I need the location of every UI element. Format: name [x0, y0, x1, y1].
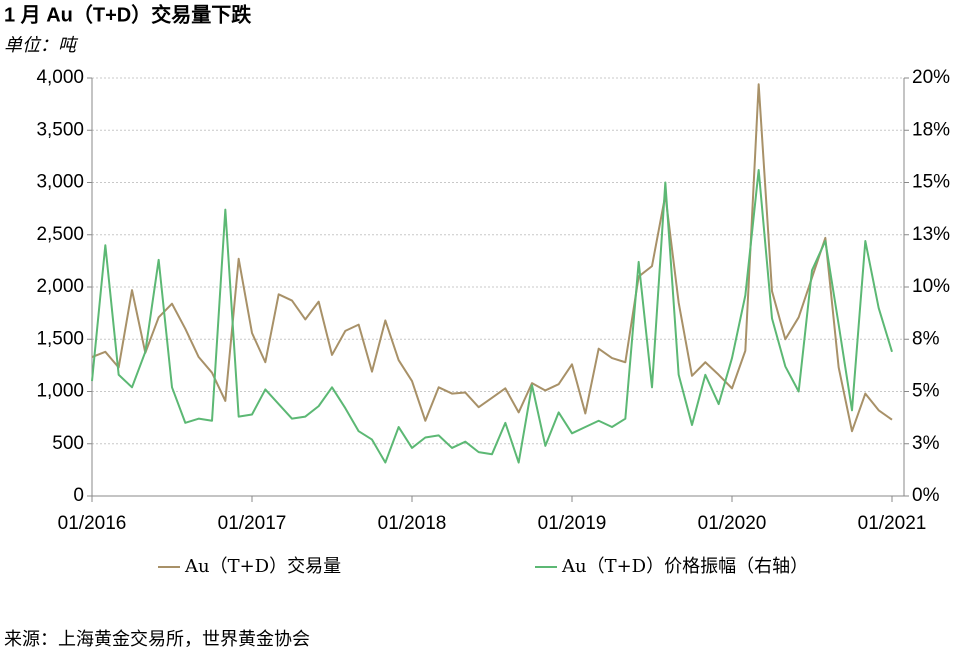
series-line [91, 83, 893, 433]
y-tick-label: 500 [52, 433, 84, 454]
x-tick-label: 01/2020 [698, 513, 767, 534]
legend-label: Au（T+D）价格振幅（右轴） [561, 556, 808, 577]
x-tick-label: 01/2018 [378, 513, 447, 534]
series-line [91, 168, 893, 464]
y-tick-label: 4,000 [36, 67, 84, 88]
legend-label: Au（T+D）交易量 [184, 556, 341, 577]
y-tick-label: 3,500 [36, 119, 84, 140]
y-tick-label: 2,000 [36, 276, 84, 297]
y-tick-label: 3,000 [36, 172, 84, 193]
y2-tick-label: 8% [912, 328, 940, 349]
y2-tick-label: 13% [912, 224, 950, 245]
unit-label: 单位：吨 [4, 35, 79, 55]
y-tick-label: 2,500 [36, 224, 84, 245]
y2-tick-label: 20% [912, 67, 950, 88]
y-tick-label: 1,500 [36, 328, 84, 349]
y2-tick-label: 0% [912, 485, 940, 506]
x-tick-label: 01/2019 [538, 513, 607, 534]
y-tick-label: 0 [73, 485, 84, 506]
y2-tick-label: 15% [912, 172, 950, 193]
chart-title: 1 月 Au（T+D）交易量下跌 [4, 2, 252, 26]
x-tick-label: 01/2021 [858, 513, 927, 534]
x-tick-label: 01/2016 [58, 513, 127, 534]
source-note: 来源：上海黄金交易所，世界黄金协会 [4, 629, 310, 650]
y2-tick-label: 18% [912, 119, 950, 140]
y2-tick-label: 10% [912, 276, 950, 297]
x-tick-label: 01/2017 [218, 513, 287, 534]
y2-tick-label: 3% [912, 433, 940, 454]
y-tick-label: 1,000 [36, 381, 84, 402]
y2-tick-label: 5% [912, 381, 940, 402]
